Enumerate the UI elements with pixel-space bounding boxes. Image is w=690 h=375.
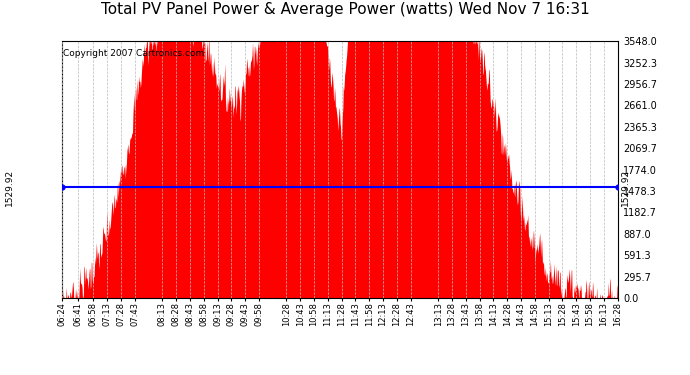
Text: Total PV Panel Power & Average Power (watts) Wed Nov 7 16:31: Total PV Panel Power & Average Power (wa… xyxy=(101,2,589,17)
Text: 1529.92: 1529.92 xyxy=(621,169,630,206)
Text: 1529.92: 1529.92 xyxy=(4,169,14,206)
Text: Copyright 2007 Cartronics.com: Copyright 2007 Cartronics.com xyxy=(63,49,204,58)
